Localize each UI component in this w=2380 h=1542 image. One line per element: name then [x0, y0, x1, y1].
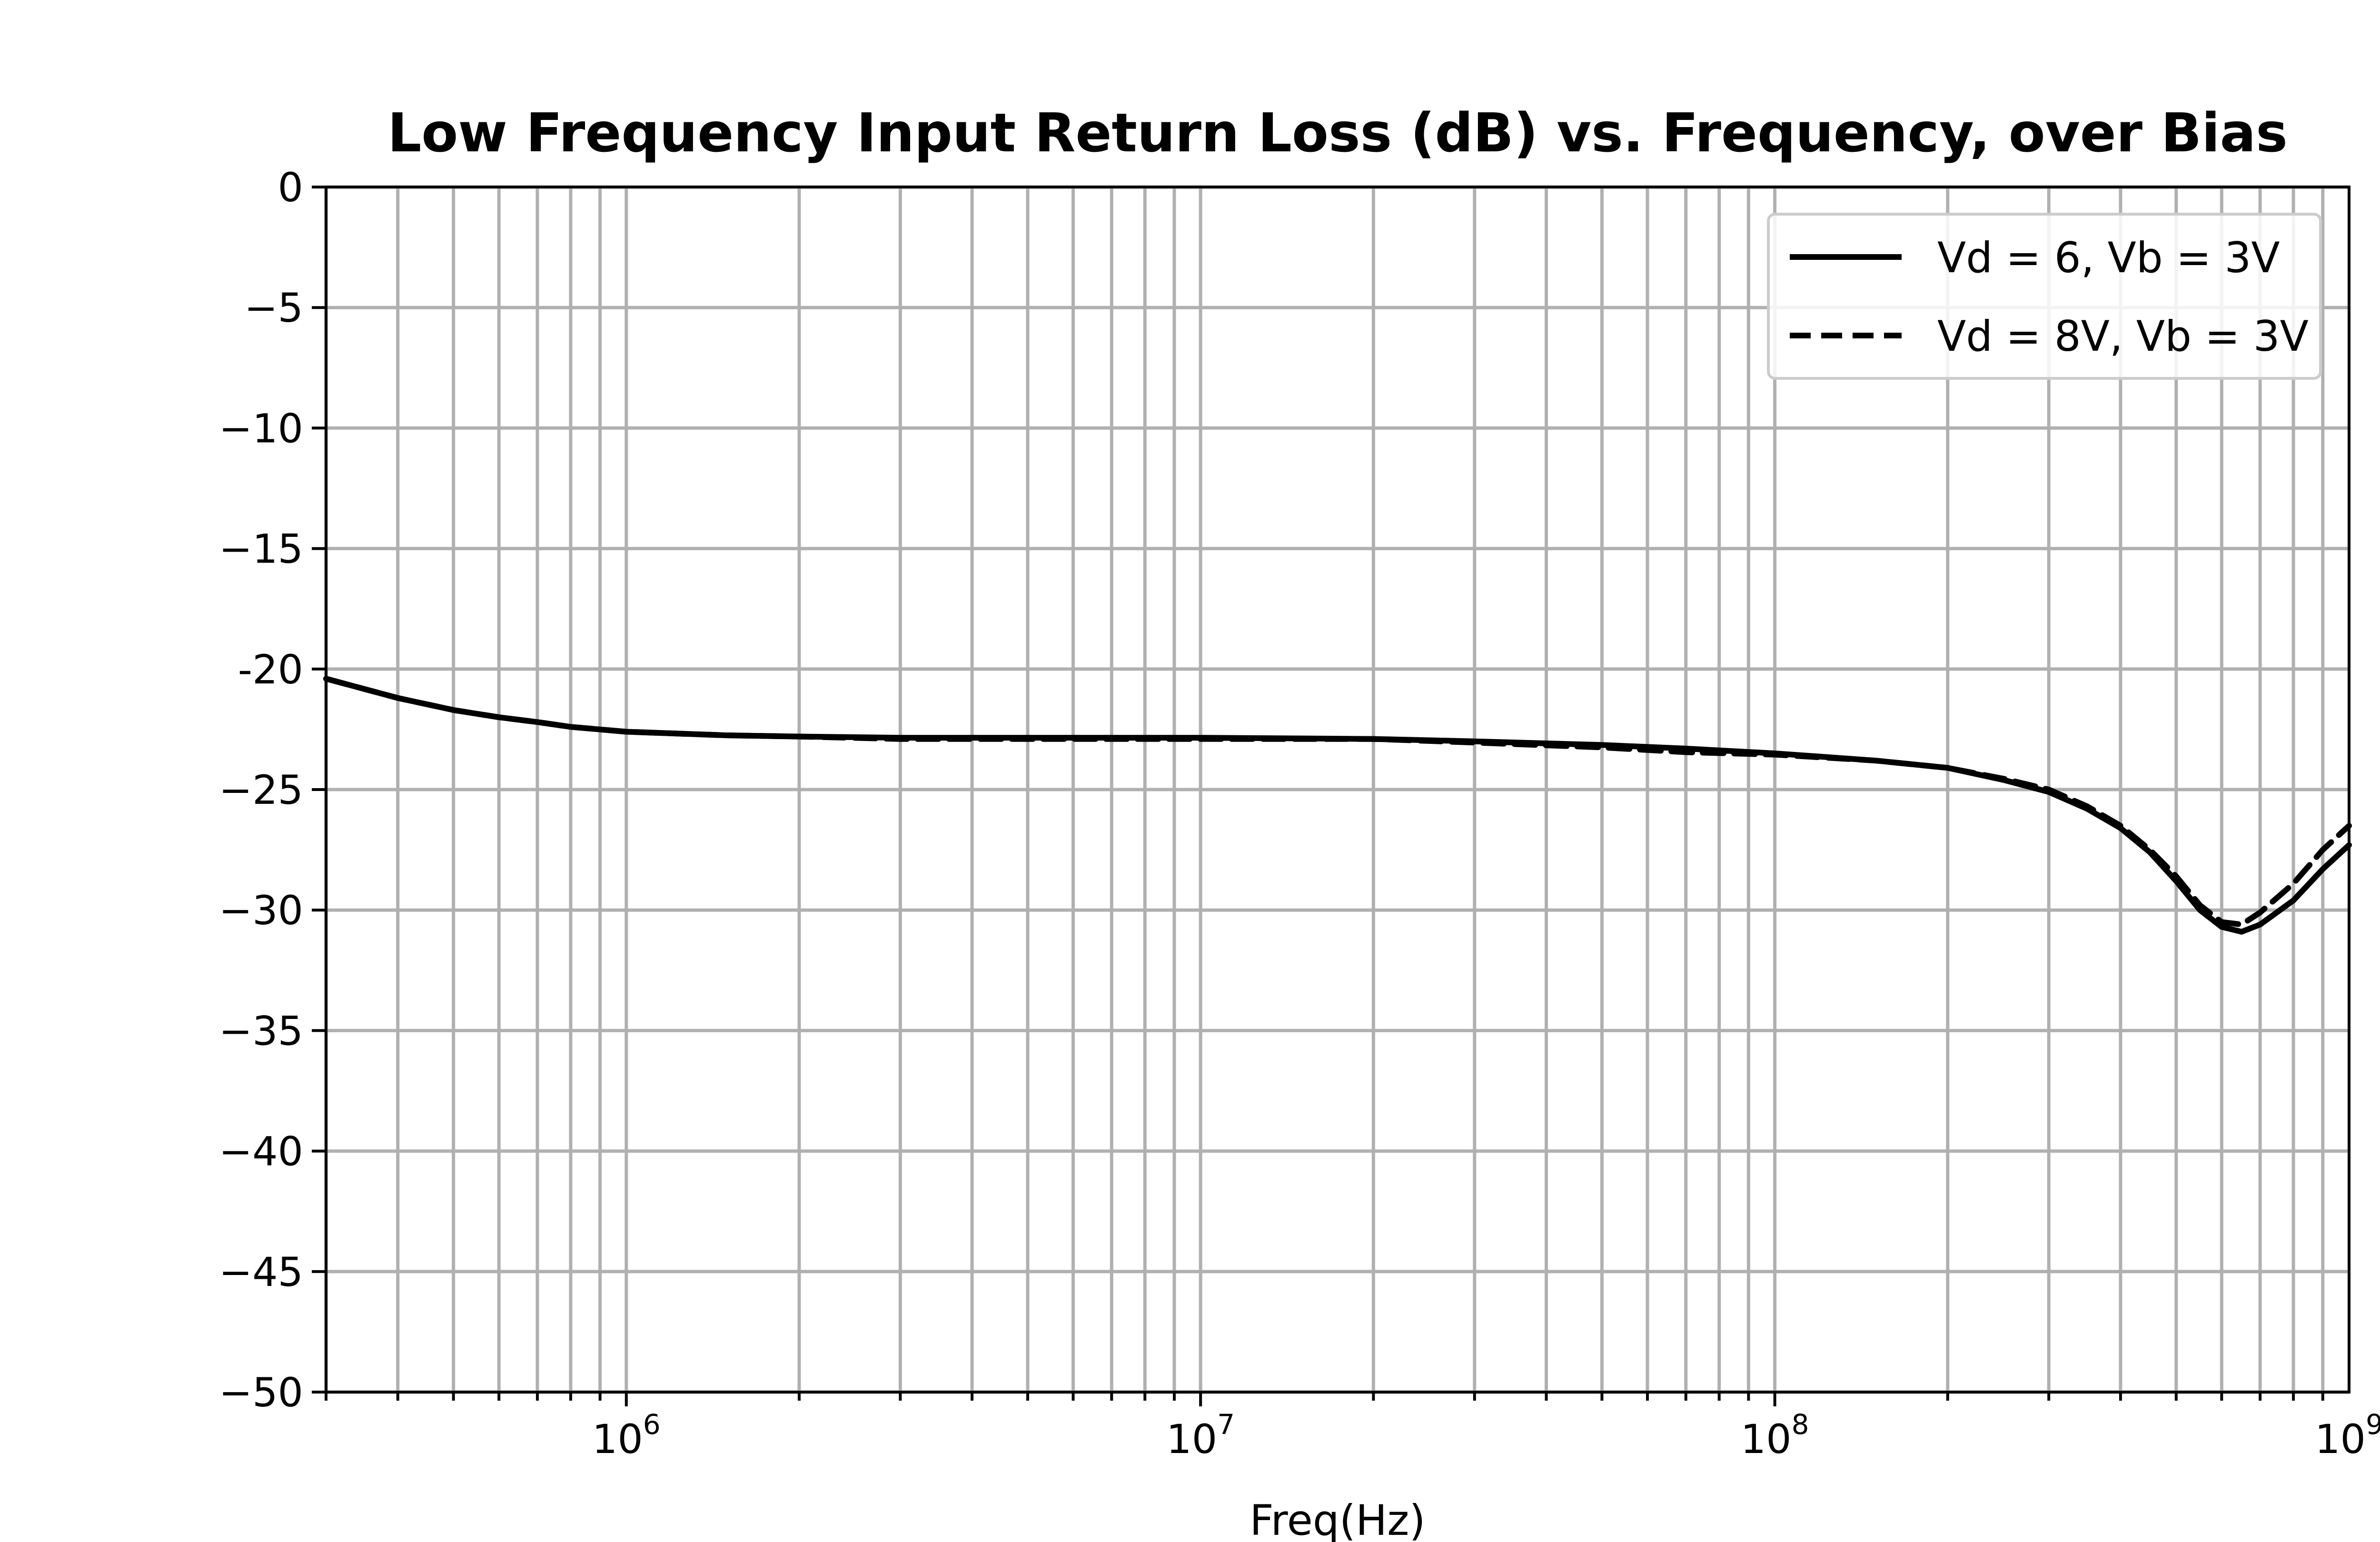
y-tick-label: −15: [219, 526, 303, 573]
legend-label-2: Vd = 8V, Vb = 3V: [1937, 312, 2309, 361]
legend: Vd = 6, Vb = 3V Vd = 8V, Vb = 3V: [1767, 213, 2322, 380]
legend-label-1: Vd = 6, Vb = 3V: [1937, 233, 2280, 282]
y-tick-label: −35: [219, 1008, 303, 1054]
x-tick-base: 10: [1166, 1416, 1217, 1463]
y-tick-label: 0: [278, 164, 303, 211]
x-tick-label: 107: [1166, 1408, 1235, 1463]
x-tick-label: 109: [2315, 1408, 2380, 1463]
x-tick-label: 108: [1741, 1408, 1809, 1463]
x-tick-label: 106: [592, 1408, 661, 1463]
plot-area: [323, 676, 2352, 935]
x-tick-base: 10: [1741, 1416, 1792, 1463]
x-axis-label: Freq(Hz): [1250, 1496, 1426, 1542]
series-line-2: [323, 676, 2352, 928]
y-tick-label: −30: [219, 887, 303, 934]
legend-box: [1767, 213, 2322, 380]
y-tick-label: −5: [244, 285, 303, 331]
y-tick-label: −45: [219, 1249, 303, 1295]
x-tick-base: 10: [592, 1416, 643, 1463]
x-tick-base: 10: [2315, 1416, 2366, 1463]
x-tick-exponent: 7: [1217, 1408, 1235, 1441]
y-tick-label: −40: [219, 1128, 303, 1175]
chart-title: Low Frequency Input Return Loss (dB) vs.…: [387, 102, 2288, 164]
y-tick-label: −10: [219, 405, 303, 452]
y-tick-label: -20: [238, 646, 303, 693]
y-tick-label: −25: [219, 767, 303, 813]
x-tick-exponent: 8: [1792, 1408, 1809, 1441]
series-line-1: [323, 676, 2352, 935]
y-tick-label: −50: [219, 1369, 303, 1416]
x-tick-exponent: 6: [643, 1408, 661, 1441]
x-tick-exponent: 9: [2366, 1408, 2380, 1441]
